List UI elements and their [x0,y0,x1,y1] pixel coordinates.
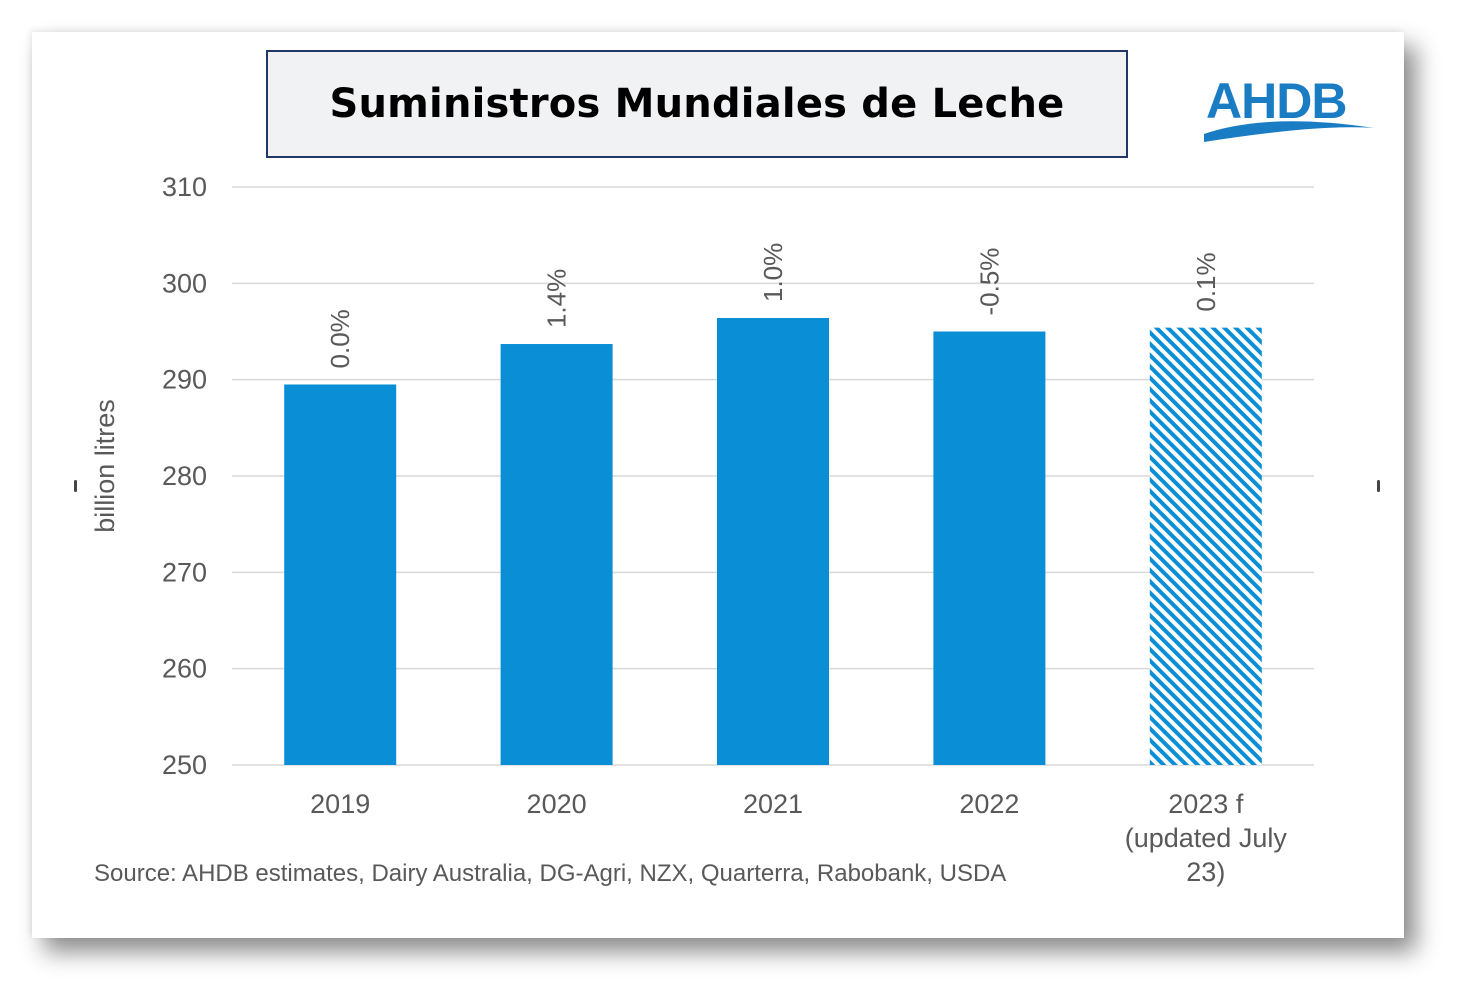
data-label: 1.4% [542,269,572,328]
x-tick-label: 2020 [527,789,587,819]
data-label: -0.5% [974,248,1004,316]
data-label: 0.0% [325,309,355,368]
x-tick-label: 2022 [959,789,1019,819]
chart-card: Suministros Mundiales de Leche AHDB 250 2… [32,32,1404,938]
title-box: Suministros Mundiales de Leche [266,50,1128,158]
data-label: 1.0% [758,243,788,302]
x-tick-label: 2021 [743,789,803,819]
ahdb-logo: AHDB [1198,72,1378,152]
y-tick-label: 280 [162,461,207,491]
bar-2021 [717,318,829,765]
bar-2022 [933,331,1046,765]
data-label: 0.1% [1191,252,1221,311]
edge-mark [1377,480,1380,492]
x-tick-label: 2019 [310,789,370,819]
x-tick-label: 2023 f (updated July 23) [1125,789,1288,887]
chart-title: Suministros Mundiales de Leche [329,81,1065,127]
y-axis-label: billion litres [90,399,120,533]
bar-chart: 250 260 270 280 290 300 310 billion litres 0.0% 2… [90,172,1314,887]
source-note: Source: AHDB estimates, Dairy Australia,… [94,860,1007,887]
bar-2019 [284,384,397,765]
logo-swoosh-icon [1204,121,1374,142]
edge-mark [74,480,77,492]
logo-text: AHDB [1206,73,1347,129]
y-tick-label: 310 [162,172,207,202]
y-tick-label: 300 [162,268,207,298]
y-tick-label: 250 [162,750,207,780]
y-tick-label: 270 [162,557,207,587]
y-tick-label: 260 [162,654,207,684]
bar-2020 [500,344,613,765]
bar-2023 [1149,327,1262,765]
y-tick-label: 290 [162,365,207,395]
